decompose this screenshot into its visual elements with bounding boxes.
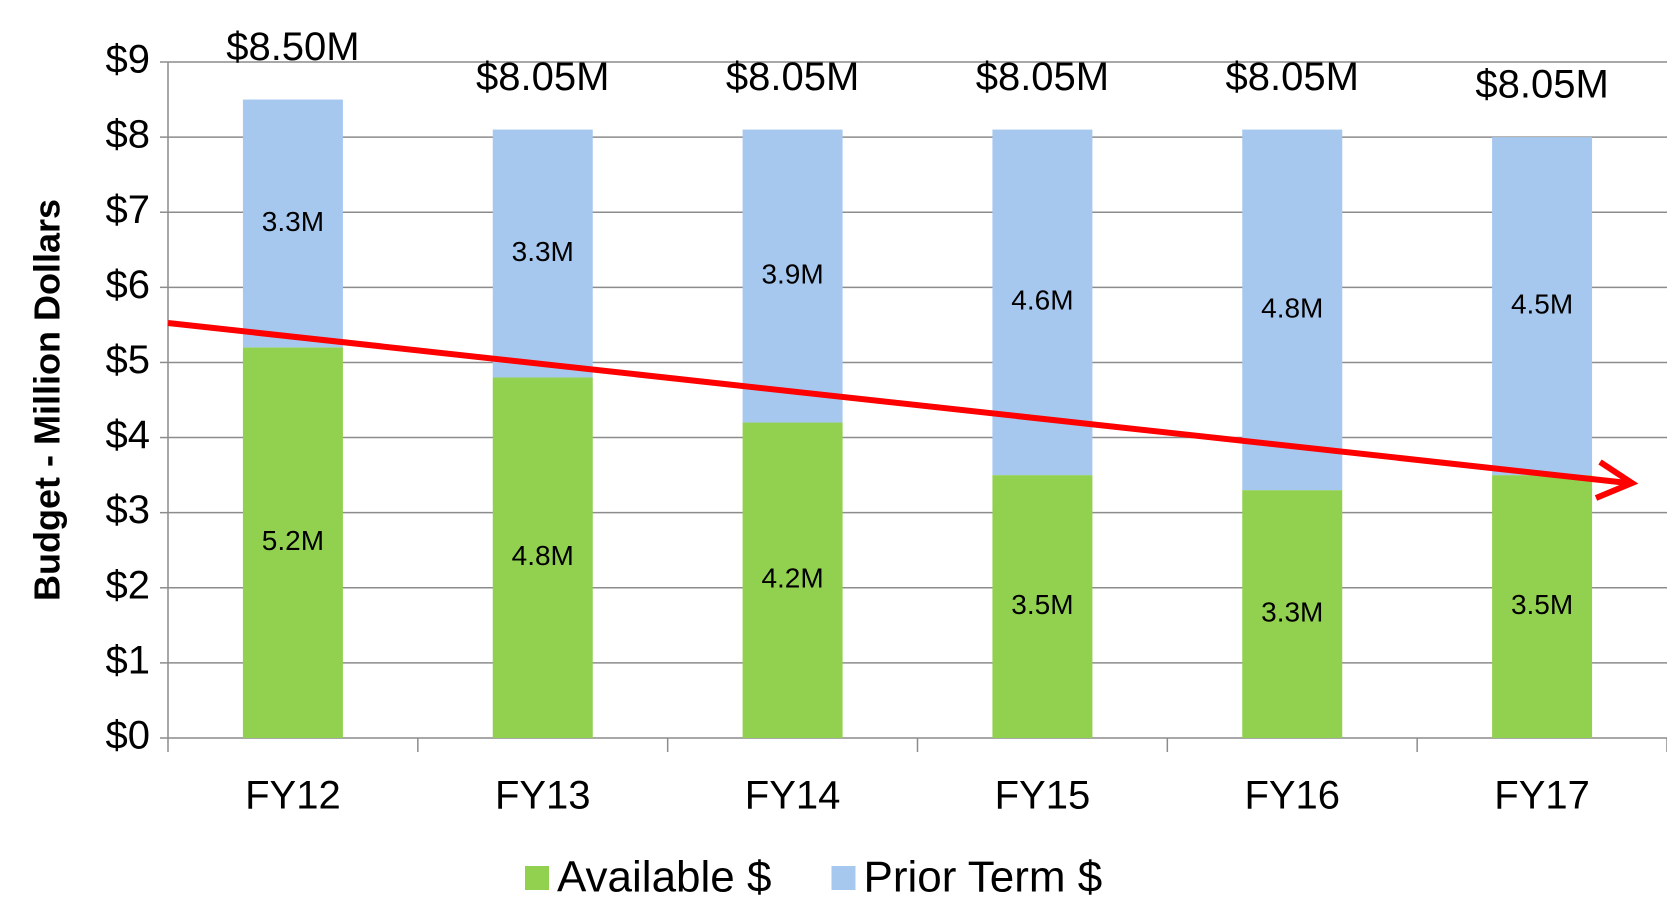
bar-segment xyxy=(1242,129,1343,491)
legend-swatch xyxy=(831,866,856,890)
y-axis-label: Budget - Million Dollars xyxy=(27,199,68,601)
bar-segment xyxy=(742,129,843,423)
bar-segment xyxy=(242,347,343,738)
x-tick-label: FY13 xyxy=(495,774,591,818)
legend-swatch xyxy=(525,866,549,890)
y-tick-label: $6 xyxy=(106,263,151,307)
value-label: 4.8M xyxy=(512,540,574,571)
y-tick-label: $5 xyxy=(106,338,151,382)
bar-segment xyxy=(492,377,593,738)
value-label: 4.8M xyxy=(1261,292,1323,323)
x-tick-label: FY16 xyxy=(1244,774,1340,818)
x-tick-label: FY14 xyxy=(745,774,841,818)
value-label: 4.2M xyxy=(761,563,823,594)
bar-segment xyxy=(242,99,343,348)
y-tick-label: $8 xyxy=(106,113,151,157)
trend-arrow xyxy=(167,320,1629,486)
value-label: 3.3M xyxy=(512,236,574,267)
value-label: 3.9M xyxy=(761,258,823,289)
total-label: $8.05M xyxy=(1226,55,1359,99)
x-tick-label: FY17 xyxy=(1494,774,1590,818)
y-tick-label: $3 xyxy=(106,488,151,532)
value-label: 4.6M xyxy=(1011,285,1073,316)
bar-segment xyxy=(492,129,593,378)
value-label: 3.3M xyxy=(262,206,324,237)
value-label: 3.5M xyxy=(1011,589,1073,620)
x-tick-label: FY12 xyxy=(245,774,341,818)
value-label: 4.5M xyxy=(1511,289,1573,320)
trend-arrow-head xyxy=(1594,459,1639,501)
overlay: FY12 5.2M 3.3M $8.50M FY13 4.8M 3.3M $8.05M FY14… xyxy=(226,25,1609,817)
x-tick-label: FY15 xyxy=(995,774,1091,818)
total-label: $8.05M xyxy=(1475,63,1608,107)
bar-segment xyxy=(1242,490,1343,738)
bars xyxy=(242,99,1593,738)
total-label: $8.05M xyxy=(726,55,859,99)
value-label: 5.2M xyxy=(262,525,324,556)
legend-label: Prior Term $ xyxy=(863,853,1102,902)
bar-segment xyxy=(1492,475,1593,738)
bar-segment xyxy=(1492,137,1593,476)
total-label: $8.05M xyxy=(976,55,1109,99)
value-label: 3.3M xyxy=(1261,596,1323,627)
y-tick-label: $4 xyxy=(106,413,151,457)
y-tick-label: $2 xyxy=(106,563,151,607)
total-label: $8.50M xyxy=(226,25,359,69)
grid: $0 $1 $2 $3 $4 $5 $6 $7 $8 $9 xyxy=(106,38,1667,758)
total-label: $8.05M xyxy=(476,55,609,99)
y-tick-label: $0 xyxy=(106,714,151,758)
bar-segment xyxy=(992,475,1093,738)
y-tick-label: $9 xyxy=(106,38,151,82)
value-label: 3.5M xyxy=(1511,589,1573,620)
legend-label: Available $ xyxy=(557,853,771,902)
y-tick-label: $7 xyxy=(106,188,151,232)
y-tick-label: $1 xyxy=(106,638,151,682)
bar-segment xyxy=(742,422,843,738)
